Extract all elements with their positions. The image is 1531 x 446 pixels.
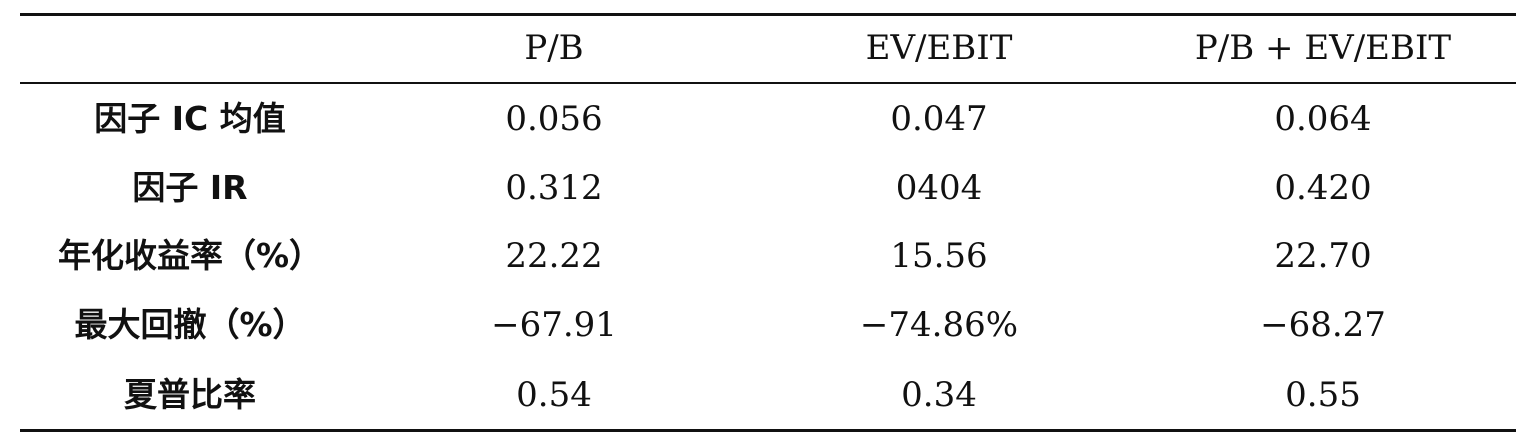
header-cell-ev-ebit: EV/EBIT (865, 28, 1013, 68)
table-cell: −74.86% (859, 305, 1019, 345)
table-cell: 22.70 (1274, 236, 1372, 276)
row-label: 年化收益率（%） (57, 236, 323, 275)
table-cell: 0.54 (516, 375, 592, 415)
table-cell: 0.312 (505, 168, 603, 208)
table-cell: −68.27 (1260, 305, 1386, 345)
table-cell: 0.34 (901, 375, 977, 415)
row-label: 因子 IC 均值 (94, 99, 286, 138)
table-cell: 0.55 (1285, 375, 1361, 415)
table-cell: 0.047 (890, 99, 988, 139)
table-row: 夏普比率 0.54 0.34 0.55 (20, 365, 1516, 425)
table-cell: 0404 (895, 168, 983, 208)
table-cell: 22.22 (505, 236, 603, 276)
table-cell: 0.064 (1274, 99, 1372, 139)
row-label: 最大回撤（%） (74, 305, 306, 344)
header-cell-combined: P/B + EV/EBIT (1194, 28, 1452, 68)
table-cell: 15.56 (890, 236, 988, 276)
table-row: 年化收益率（%） 22.22 15.56 22.70 (20, 226, 1516, 286)
table-row: 因子 IR 0.312 0404 0.420 (20, 158, 1516, 218)
header-cell-pb: P/B (524, 28, 584, 68)
table-bottom-rule (20, 429, 1516, 432)
row-label: 因子 IR (132, 168, 248, 207)
table-row: 因子 IC 均值 0.056 0.047 0.064 (20, 89, 1516, 149)
table-row: 最大回撤（%） −67.91 −74.86% −68.27 (20, 295, 1516, 355)
row-label: 夏普比率 (124, 375, 256, 414)
table-top-rule (20, 13, 1516, 16)
table-cell: 0.420 (1274, 168, 1372, 208)
table-cell: 0.056 (505, 99, 603, 139)
table-header-rule (20, 82, 1516, 84)
comparison-table: P/B EV/EBIT P/B + EV/EBIT 因子 IC 均值 0.056… (20, 0, 1516, 446)
table-cell: −67.91 (491, 305, 617, 345)
table-header-row: P/B EV/EBIT P/B + EV/EBIT (20, 18, 1516, 78)
